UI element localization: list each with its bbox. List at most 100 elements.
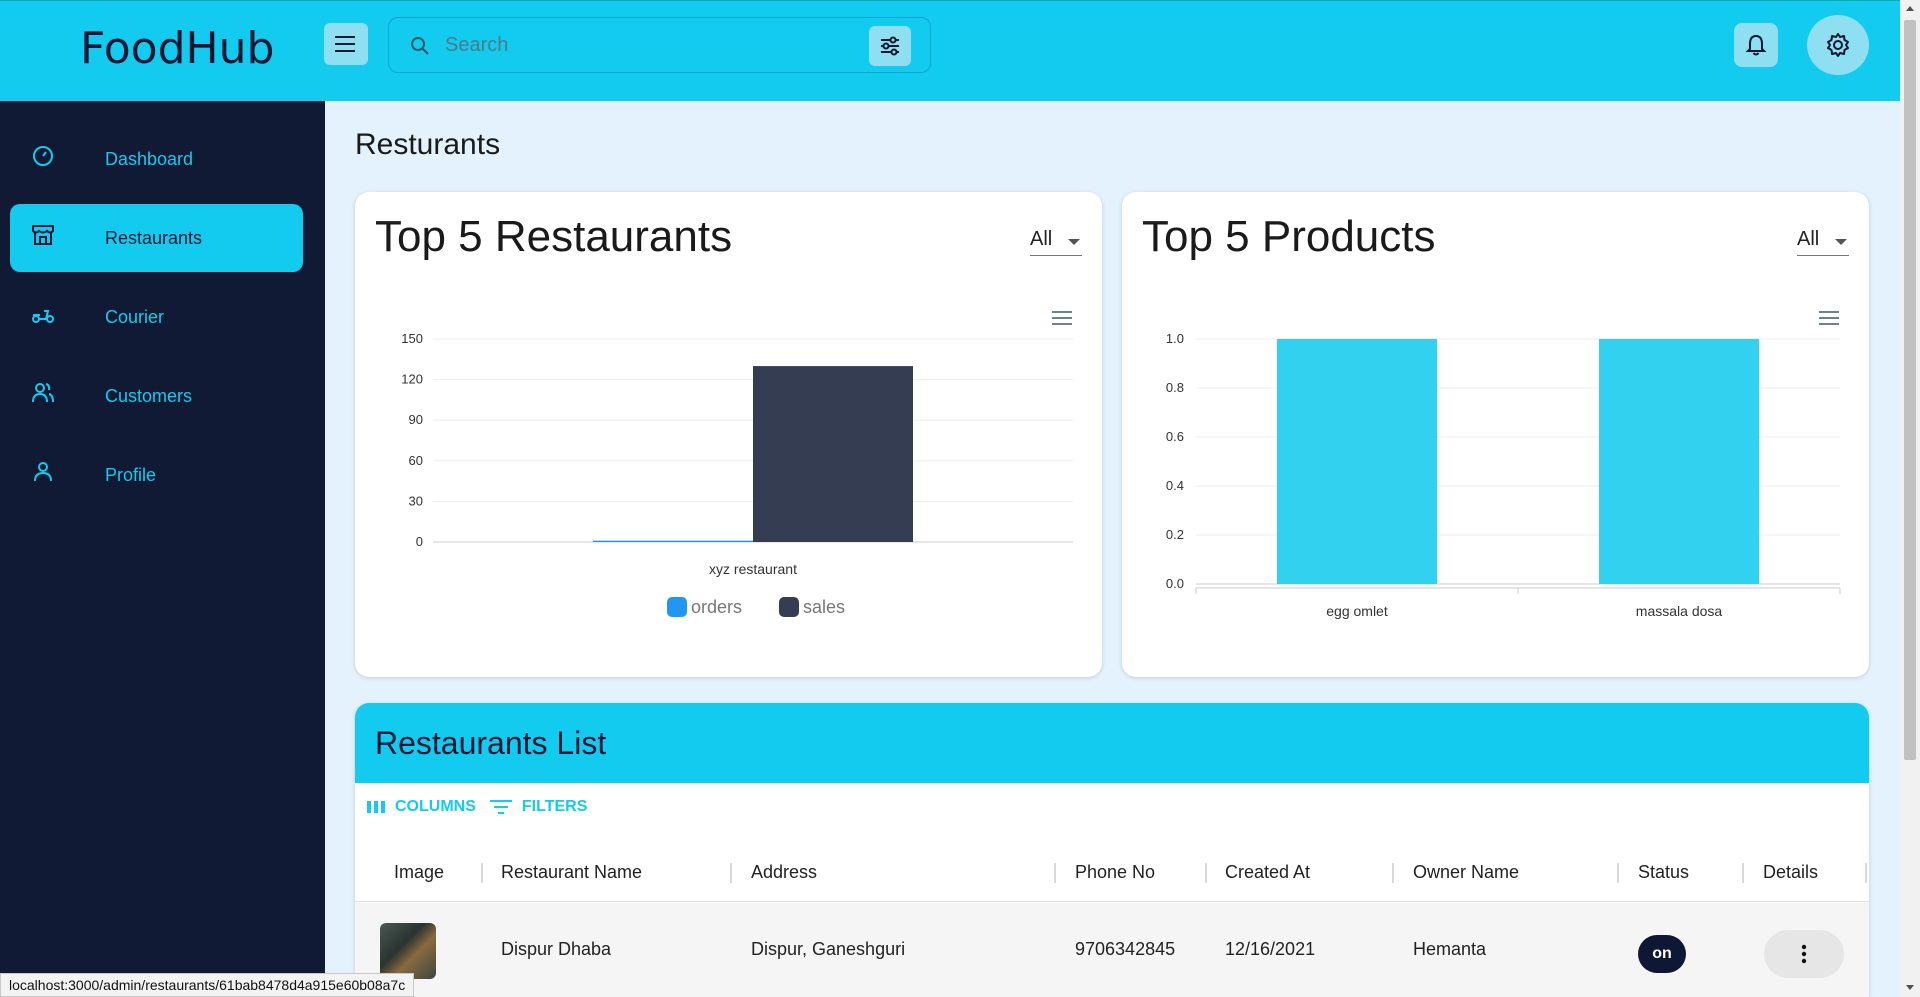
restaurants-bar-chart: 0 30 60 90 120 150 xyz restaurant orders sales xyxy=(401,331,1073,617)
x-tick-label: massala dosa xyxy=(1636,603,1723,619)
gear-icon xyxy=(1827,33,1849,57)
chart-menu-icon[interactable] xyxy=(1819,310,1839,326)
sidebar-item-profile[interactable]: Profile xyxy=(10,441,303,509)
filters-label: FILTERS xyxy=(521,798,588,815)
scroll-up-arrow-icon[interactable] xyxy=(1906,6,1914,11)
bar-massala-dosa xyxy=(1599,339,1759,584)
column-separator[interactable] xyxy=(1742,863,1744,883)
sidebar-item-dashboard[interactable]: Dashboard xyxy=(10,125,303,193)
y-tick-label: 1.0 xyxy=(1166,331,1184,346)
columns-icon xyxy=(367,801,385,813)
column-separator[interactable] xyxy=(730,863,732,883)
link-status-url: localhost:3000/admin/restaurants/61bab84… xyxy=(0,973,415,997)
column-header-created-at[interactable]: Created At xyxy=(1225,862,1311,882)
bar-orders xyxy=(593,540,753,542)
cell-created-at: 12/16/2021 xyxy=(1225,939,1316,959)
y-tick-label: 150 xyxy=(401,331,423,346)
status-toggle[interactable]: on xyxy=(1638,935,1686,973)
legend-label-orders: orders xyxy=(691,597,742,617)
sidebar-item-label: Profile xyxy=(105,465,157,485)
column-separator[interactable] xyxy=(1392,863,1394,883)
y-tick-label: 30 xyxy=(409,493,423,508)
column-separator[interactable] xyxy=(1205,863,1207,883)
caret-down-icon xyxy=(1835,239,1847,245)
search-filter-button[interactable] xyxy=(869,26,911,66)
caret-down-icon xyxy=(1068,239,1080,245)
column-header-details[interactable]: Details xyxy=(1763,862,1819,882)
column-separator[interactable] xyxy=(1865,863,1867,883)
restaurants-filter-select[interactable]: All xyxy=(1030,228,1082,256)
sidebar-item-label: Dashboard xyxy=(105,149,194,169)
dashboard-icon xyxy=(33,146,53,166)
restaurant-image xyxy=(380,923,436,979)
card-title: Top 5 Restaurants xyxy=(375,212,733,261)
y-tick-label: 90 xyxy=(409,412,423,427)
y-tick-label: 0.8 xyxy=(1166,380,1184,395)
app-logo: FoodHub xyxy=(80,23,275,74)
search-icon xyxy=(411,37,429,55)
y-tick-label: 0.4 xyxy=(1166,478,1184,493)
sidebar-item-courier[interactable]: Courier xyxy=(10,283,303,351)
cell-address: Dispur, Ganeshguri xyxy=(751,939,906,959)
filters-button[interactable]: FILTERS xyxy=(489,798,588,816)
column-header-restaurant-name[interactable]: Restaurant Name xyxy=(501,862,643,882)
sidebar-item-restaurants[interactable]: Restaurants xyxy=(10,204,303,272)
y-tick-label: 0.2 xyxy=(1166,527,1184,542)
grid-toolbar: COLUMNS FILTERS xyxy=(367,798,601,816)
legend-label-sales: sales xyxy=(803,597,845,617)
list-header: Restaurants List xyxy=(355,703,1869,783)
y-tick-label: 0.6 xyxy=(1166,429,1184,444)
bar-egg-omlet xyxy=(1277,339,1437,584)
select-value: All xyxy=(1797,228,1820,250)
column-header-phone[interactable]: Phone No xyxy=(1075,862,1156,882)
cell-phone: 9706342845 xyxy=(1075,939,1176,959)
column-header-image[interactable]: Image xyxy=(394,862,445,882)
tune-icon xyxy=(881,36,899,56)
y-tick-label: 0 xyxy=(416,534,423,549)
table-row[interactable]: Dispur Dhaba Dispur, Ganeshguri 97063428… xyxy=(355,903,1869,997)
page-scrollbar[interactable] xyxy=(1900,0,1920,997)
card-title: Top 5 Products xyxy=(1142,212,1436,261)
x-tick-label: egg omlet xyxy=(1326,603,1388,619)
column-separator[interactable] xyxy=(1617,863,1619,883)
legend-swatch-sales xyxy=(779,597,799,617)
top-app-bar: FoodHub Search xyxy=(0,0,1900,101)
top-products-card: Top 5 Products All 0.0 0.2 0.4 0.6 0.8 1.0 egg… xyxy=(1122,192,1869,677)
products-bar-chart: 0.0 0.2 0.4 0.6 0.8 1.0 egg omlet massala dosa xyxy=(1166,331,1841,619)
column-separator[interactable] xyxy=(481,863,483,883)
menu-toggle-button[interactable] xyxy=(324,23,368,65)
person-icon xyxy=(34,462,52,482)
search-input[interactable]: Search xyxy=(445,34,509,56)
scooter-icon xyxy=(32,310,54,323)
y-tick-label: 60 xyxy=(409,453,423,468)
column-header-owner-name[interactable]: Owner Name xyxy=(1413,862,1520,882)
columns-label: COLUMNS xyxy=(395,798,476,815)
top-restaurants-card: Top 5 Restaurants All 0 30 60 90 120 150 xyz r… xyxy=(355,192,1102,677)
column-separator[interactable] xyxy=(1054,863,1056,883)
scrollbar-thumb[interactable] xyxy=(1904,20,1916,760)
chart-menu-icon[interactable] xyxy=(1052,310,1072,326)
restaurants-list-card: Restaurants List COLUMNS FILTERS Image R… xyxy=(355,703,1869,997)
sidebar-item-customers[interactable]: Customers xyxy=(10,362,303,430)
settings-button[interactable] xyxy=(1807,15,1869,75)
search-bar: Search xyxy=(388,17,931,73)
column-header-status[interactable]: Status xyxy=(1638,862,1690,882)
details-menu-button[interactable] xyxy=(1764,930,1844,978)
scroll-down-arrow-icon[interactable] xyxy=(1906,985,1914,990)
products-filter-select[interactable]: All xyxy=(1797,228,1849,256)
sidebar-item-label: Customers xyxy=(105,386,193,406)
columns-button[interactable]: COLUMNS xyxy=(367,798,476,816)
column-header-address[interactable]: Address xyxy=(751,862,818,882)
legend-swatch-orders xyxy=(667,597,687,617)
sidebar-item-label: Courier xyxy=(105,307,165,327)
sidebar: Dashboard Restaurants Courier Customers … xyxy=(0,101,325,997)
filter-icon xyxy=(489,800,512,814)
notifications-button[interactable] xyxy=(1734,23,1778,67)
cell-owner-name: Hemanta xyxy=(1413,939,1487,959)
list-title: Restaurants List xyxy=(375,725,607,761)
more-vertical-icon xyxy=(1801,944,1807,964)
bar-sales xyxy=(753,366,913,542)
y-tick-label: 120 xyxy=(401,372,423,387)
bell-icon xyxy=(1745,34,1767,56)
page-title: Resturants xyxy=(355,128,501,161)
